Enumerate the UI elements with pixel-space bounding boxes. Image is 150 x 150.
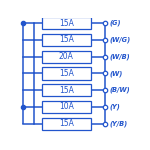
Text: (W/G): (W/G) (110, 37, 130, 43)
FancyBboxPatch shape (42, 17, 91, 29)
Text: 15A: 15A (59, 19, 74, 28)
Text: 15A: 15A (59, 69, 74, 78)
FancyBboxPatch shape (42, 84, 91, 96)
FancyBboxPatch shape (42, 101, 91, 113)
Text: 15A: 15A (59, 35, 74, 44)
Text: (Y/B): (Y/B) (110, 120, 128, 127)
FancyBboxPatch shape (42, 67, 91, 80)
FancyBboxPatch shape (42, 51, 91, 63)
Text: 20A: 20A (59, 52, 74, 61)
Text: 10A: 10A (59, 102, 74, 111)
Text: 15A: 15A (59, 86, 74, 95)
FancyBboxPatch shape (42, 118, 91, 130)
FancyBboxPatch shape (42, 34, 91, 46)
Text: (Y): (Y) (110, 104, 120, 110)
Text: (W/B): (W/B) (110, 53, 130, 60)
Text: (W): (W) (110, 70, 123, 77)
Text: (G): (G) (110, 20, 121, 26)
Text: (B/W): (B/W) (110, 87, 130, 93)
Text: 15A: 15A (59, 119, 74, 128)
